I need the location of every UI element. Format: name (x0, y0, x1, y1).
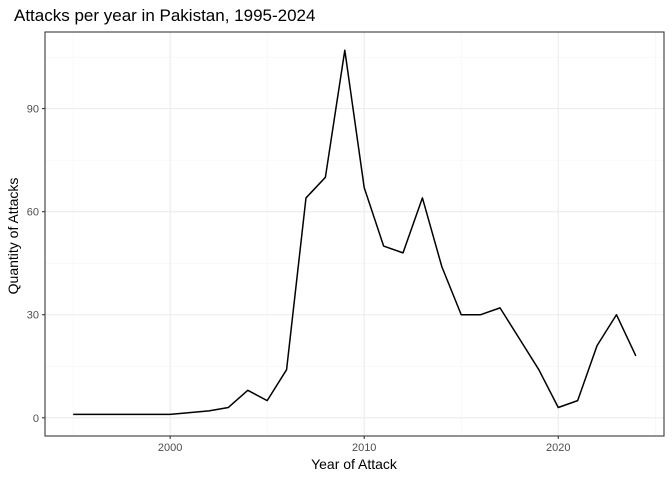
y-tick-label: 90 (27, 104, 39, 116)
x-tick-label: 2000 (158, 442, 182, 454)
plot-panel-border (44, 31, 665, 437)
y-axis-title: Quantity of Attacks (5, 178, 21, 295)
series-line (73, 49, 637, 416)
y-tick-label: 0 (33, 413, 39, 425)
minor-gridlines (45, 32, 664, 436)
x-axis: 2000 2010 2020 (158, 436, 570, 454)
y-tick-label: 30 (27, 310, 39, 322)
y-tick-label: 60 (27, 207, 39, 219)
y-axis: 0 30 60 90 (27, 104, 45, 425)
x-tick-label: 2010 (352, 442, 376, 454)
major-gridlines (45, 32, 664, 436)
chart-title: Attacks per year in Pakistan, 1995-2024 (14, 6, 315, 25)
x-tick-label: 2020 (546, 442, 570, 454)
x-axis-title: Year of Attack (311, 456, 398, 472)
